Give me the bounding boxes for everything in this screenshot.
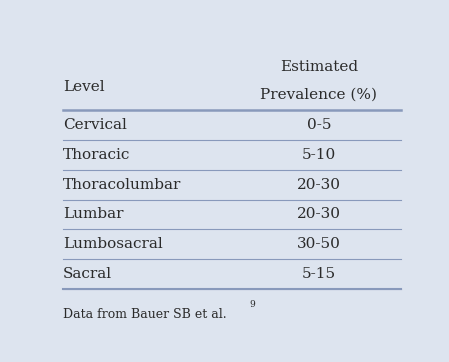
Text: Sacral: Sacral — [63, 267, 112, 281]
Text: Lumbosacral: Lumbosacral — [63, 237, 163, 251]
Text: 9: 9 — [249, 300, 255, 309]
Text: Prevalence (%): Prevalence (%) — [260, 88, 377, 102]
Text: 5-15: 5-15 — [302, 267, 336, 281]
Text: 0-5: 0-5 — [307, 118, 331, 132]
Text: Level: Level — [63, 80, 105, 94]
Text: Thoracic: Thoracic — [63, 148, 131, 162]
Text: Thoracolumbar: Thoracolumbar — [63, 178, 181, 191]
Text: 20-30: 20-30 — [297, 207, 341, 222]
Text: Lumbar: Lumbar — [63, 207, 123, 222]
Text: Data from Bauer SB et al.: Data from Bauer SB et al. — [63, 308, 227, 321]
Text: Estimated: Estimated — [280, 60, 358, 74]
Text: Cervical: Cervical — [63, 118, 127, 132]
Text: 5-10: 5-10 — [302, 148, 336, 162]
Text: 20-30: 20-30 — [297, 178, 341, 191]
Text: 30-50: 30-50 — [297, 237, 341, 251]
